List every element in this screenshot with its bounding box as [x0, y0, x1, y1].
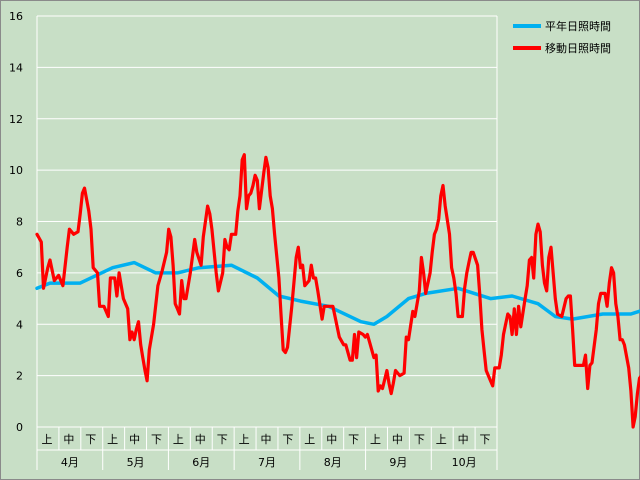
x-axis-sub-period-labels: 上中下上中下上中下上中下上中下上中下上中下	[41, 433, 490, 446]
x-month-label: 10月	[452, 456, 477, 469]
x-sub-period-label: 下	[85, 433, 96, 446]
series-line-moving-sunshine	[35, 153, 640, 429]
x-sub-period-label: 上	[370, 433, 381, 446]
y-tick-label: 14	[9, 61, 23, 74]
x-month-label: 8月	[324, 456, 342, 469]
x-sub-period-label: 下	[151, 433, 162, 446]
x-month-label: 6月	[192, 456, 210, 469]
x-sub-period-label: 中	[326, 433, 337, 446]
legend-label: 移動日照時間	[545, 41, 611, 55]
x-sub-period-label: 中	[392, 433, 403, 446]
y-tick-label: 6	[16, 267, 23, 280]
x-month-label: 4月	[61, 456, 79, 469]
x-axis-month-labels: 4月 5月 6月 7月 8月 9月 10月	[61, 456, 477, 469]
y-tick-label: 16	[9, 10, 23, 23]
x-sub-period-label: 中	[261, 433, 272, 446]
x-sub-period-label: 下	[217, 433, 228, 446]
x-sub-period-label: 下	[414, 433, 425, 446]
x-sub-period-label: 上	[436, 433, 447, 446]
x-month-label: 7月	[258, 456, 276, 469]
series-line-normal-sunshine	[35, 260, 640, 327]
x-sub-period-label: 上	[304, 433, 315, 446]
x-sub-period-label: 上	[173, 433, 184, 446]
y-tick-label: 2	[16, 370, 23, 383]
x-month-label: 9月	[389, 456, 407, 469]
x-sub-period-label: 中	[458, 433, 469, 446]
y-tick-label: 12	[9, 113, 23, 126]
x-sub-period-label: 中	[195, 433, 206, 446]
x-sub-period-label: 上	[239, 433, 250, 446]
y-axis-tick-labels: 0 2 4 6 8 10 12 14 16	[9, 10, 23, 434]
x-sub-period-label: 下	[480, 433, 491, 446]
vertical-gridlines	[36, 16, 498, 470]
y-tick-label: 0	[16, 421, 23, 434]
legend-label: 平年日照時間	[545, 19, 611, 33]
x-sub-period-label: 下	[282, 433, 293, 446]
x-sub-period-label: 中	[63, 433, 74, 446]
x-sub-period-label: 上	[107, 433, 118, 446]
y-tick-label: 8	[16, 216, 23, 229]
x-month-label: 5月	[127, 456, 145, 469]
y-tick-label: 4	[16, 318, 23, 331]
x-sub-period-label: 上	[41, 433, 52, 446]
x-sub-period-label: 中	[129, 433, 140, 446]
y-tick-label: 10	[9, 164, 23, 177]
series-lines	[35, 153, 640, 429]
x-sub-period-label: 下	[348, 433, 359, 446]
